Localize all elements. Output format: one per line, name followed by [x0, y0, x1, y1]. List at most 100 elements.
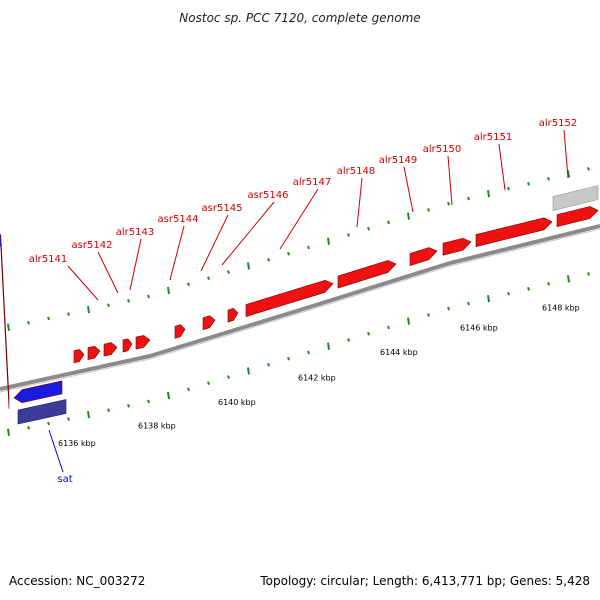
- tick-mark: [347, 338, 350, 342]
- tick-mark: [107, 408, 110, 413]
- genome-backbone: [0, 224, 600, 391]
- gene-label-alr5147[interactable]: alr5147: [293, 177, 331, 188]
- tick-mark: [587, 272, 590, 276]
- gene-features: [0, 185, 599, 425]
- forward-gene-arrow[interactable]: [73, 349, 85, 364]
- tick-mark: [447, 201, 450, 206]
- scale-label: 6136 kbp: [58, 439, 96, 448]
- gene-leader-line: [356, 177, 363, 228]
- tick-mark: [367, 331, 370, 336]
- forward-gene-arrow[interactable]: [202, 315, 216, 331]
- tick-mark: [287, 356, 290, 361]
- scale-label: 6142 kbp: [298, 374, 336, 383]
- tick-mark: [147, 399, 150, 404]
- gene-label-asr5142[interactable]: asr5142: [72, 240, 113, 251]
- gene-label-asr5145[interactable]: asr5145: [202, 203, 243, 214]
- tick-mark: [507, 291, 510, 296]
- tick-mark: [127, 404, 130, 408]
- scale-label: 6140 kbp: [218, 398, 256, 407]
- forward-gene-arrow[interactable]: [122, 338, 133, 353]
- tick-mark: [67, 312, 70, 316]
- tick-mark: [527, 286, 530, 291]
- tick-mark: [307, 350, 310, 355]
- gene-label-alr5148[interactable]: alr5148: [337, 166, 375, 177]
- topology-text: Topology: circular; Length: 6,413,771 bp…: [259, 574, 590, 588]
- tick-mark: [567, 275, 570, 283]
- tick-mark: [447, 306, 450, 311]
- gene-label-alr5150[interactable]: alr5150: [423, 144, 461, 155]
- map-title: Nostoc sp. PCC 7120, complete genome: [179, 11, 420, 25]
- tick-mark: [167, 286, 170, 295]
- forward-gene-arrow[interactable]: [442, 237, 472, 256]
- forward-gene-arrow[interactable]: [556, 206, 599, 227]
- reverse-gene-arrow[interactable]: [0, 233, 10, 410]
- tick-mark: [7, 323, 10, 331]
- scale-label: 6146 kbp: [460, 324, 498, 333]
- tick-mark: [7, 428, 10, 436]
- tick-mark: [167, 391, 170, 400]
- gene-leader-line: [67, 265, 99, 301]
- tick-mark: [67, 417, 70, 421]
- tick-mark: [247, 367, 250, 375]
- forward-gene-arrow[interactable]: [103, 342, 118, 357]
- tick-mark: [187, 387, 190, 392]
- gene-leader-line: [447, 155, 453, 206]
- tick-mark: [507, 186, 510, 191]
- tick-mark: [267, 362, 270, 367]
- tick-mark: [427, 208, 430, 212]
- tick-mark: [347, 233, 350, 237]
- tick-mark: [227, 270, 230, 274]
- tick-mark: [247, 262, 250, 270]
- tick-mark: [427, 313, 430, 317]
- gene-label-asr5144[interactable]: asr5144: [158, 214, 199, 225]
- gene-leader-line: [48, 429, 64, 473]
- gene-label-alr5141[interactable]: alr5141: [29, 254, 67, 265]
- tick-mark: [387, 220, 390, 225]
- tick-mark: [227, 375, 230, 379]
- tick-mark: [87, 305, 90, 314]
- gene-label-alr5151[interactable]: alr5151: [474, 132, 512, 143]
- gene-leader-line: [498, 143, 506, 191]
- forward-gene-arrow[interactable]: [337, 260, 397, 289]
- tick-mark: [407, 212, 410, 220]
- forward-gene-arrow[interactable]: [227, 308, 239, 323]
- accession-text: Accession: NC_003272: [9, 574, 145, 588]
- gene-leader-line: [129, 238, 142, 291]
- tick-mark: [207, 276, 210, 281]
- tick-mark: [467, 196, 470, 201]
- forward-gene-arrow[interactable]: [475, 217, 553, 247]
- tick-mark: [207, 381, 210, 386]
- reverse-gene-arrow[interactable]: [13, 380, 63, 403]
- gene-leader-line: [221, 201, 275, 266]
- gene-label-alr5149[interactable]: alr5149: [379, 155, 417, 166]
- forward-gene-arrow[interactable]: [409, 247, 438, 266]
- tick-mark: [27, 321, 30, 325]
- gene-label-alr5152[interactable]: alr5152: [539, 118, 577, 129]
- gene-label-alr5143[interactable]: alr5143: [116, 227, 154, 238]
- tick-mark: [47, 316, 50, 321]
- reverse-feature-block[interactable]: [17, 399, 67, 425]
- tick-tracks: [7, 167, 590, 436]
- tick-mark: [487, 189, 490, 198]
- tick-mark: [567, 170, 570, 178]
- scale-label: 6144 kbp: [380, 348, 418, 357]
- tick-mark: [47, 421, 50, 426]
- tick-mark: [407, 317, 410, 325]
- scale-label: 6138 kbp: [138, 422, 176, 431]
- gene-leader-line: [200, 214, 229, 272]
- forward-gene-arrow[interactable]: [135, 335, 151, 350]
- tick-mark: [87, 410, 90, 419]
- tick-mark: [467, 301, 470, 306]
- genome-backbone-shadow: [0, 228, 600, 393]
- other-feature-block[interactable]: [552, 185, 599, 211]
- tick-mark: [27, 426, 30, 430]
- tick-mark: [327, 237, 330, 245]
- forward-gene-arrow[interactable]: [174, 324, 186, 339]
- gene-label-asr5146[interactable]: asr5146: [248, 190, 289, 201]
- tick-mark: [127, 299, 130, 303]
- forward-gene-arrow[interactable]: [245, 280, 334, 317]
- gene-label-sat[interactable]: sat: [57, 474, 72, 485]
- forward-gene-arrow[interactable]: [87, 345, 101, 361]
